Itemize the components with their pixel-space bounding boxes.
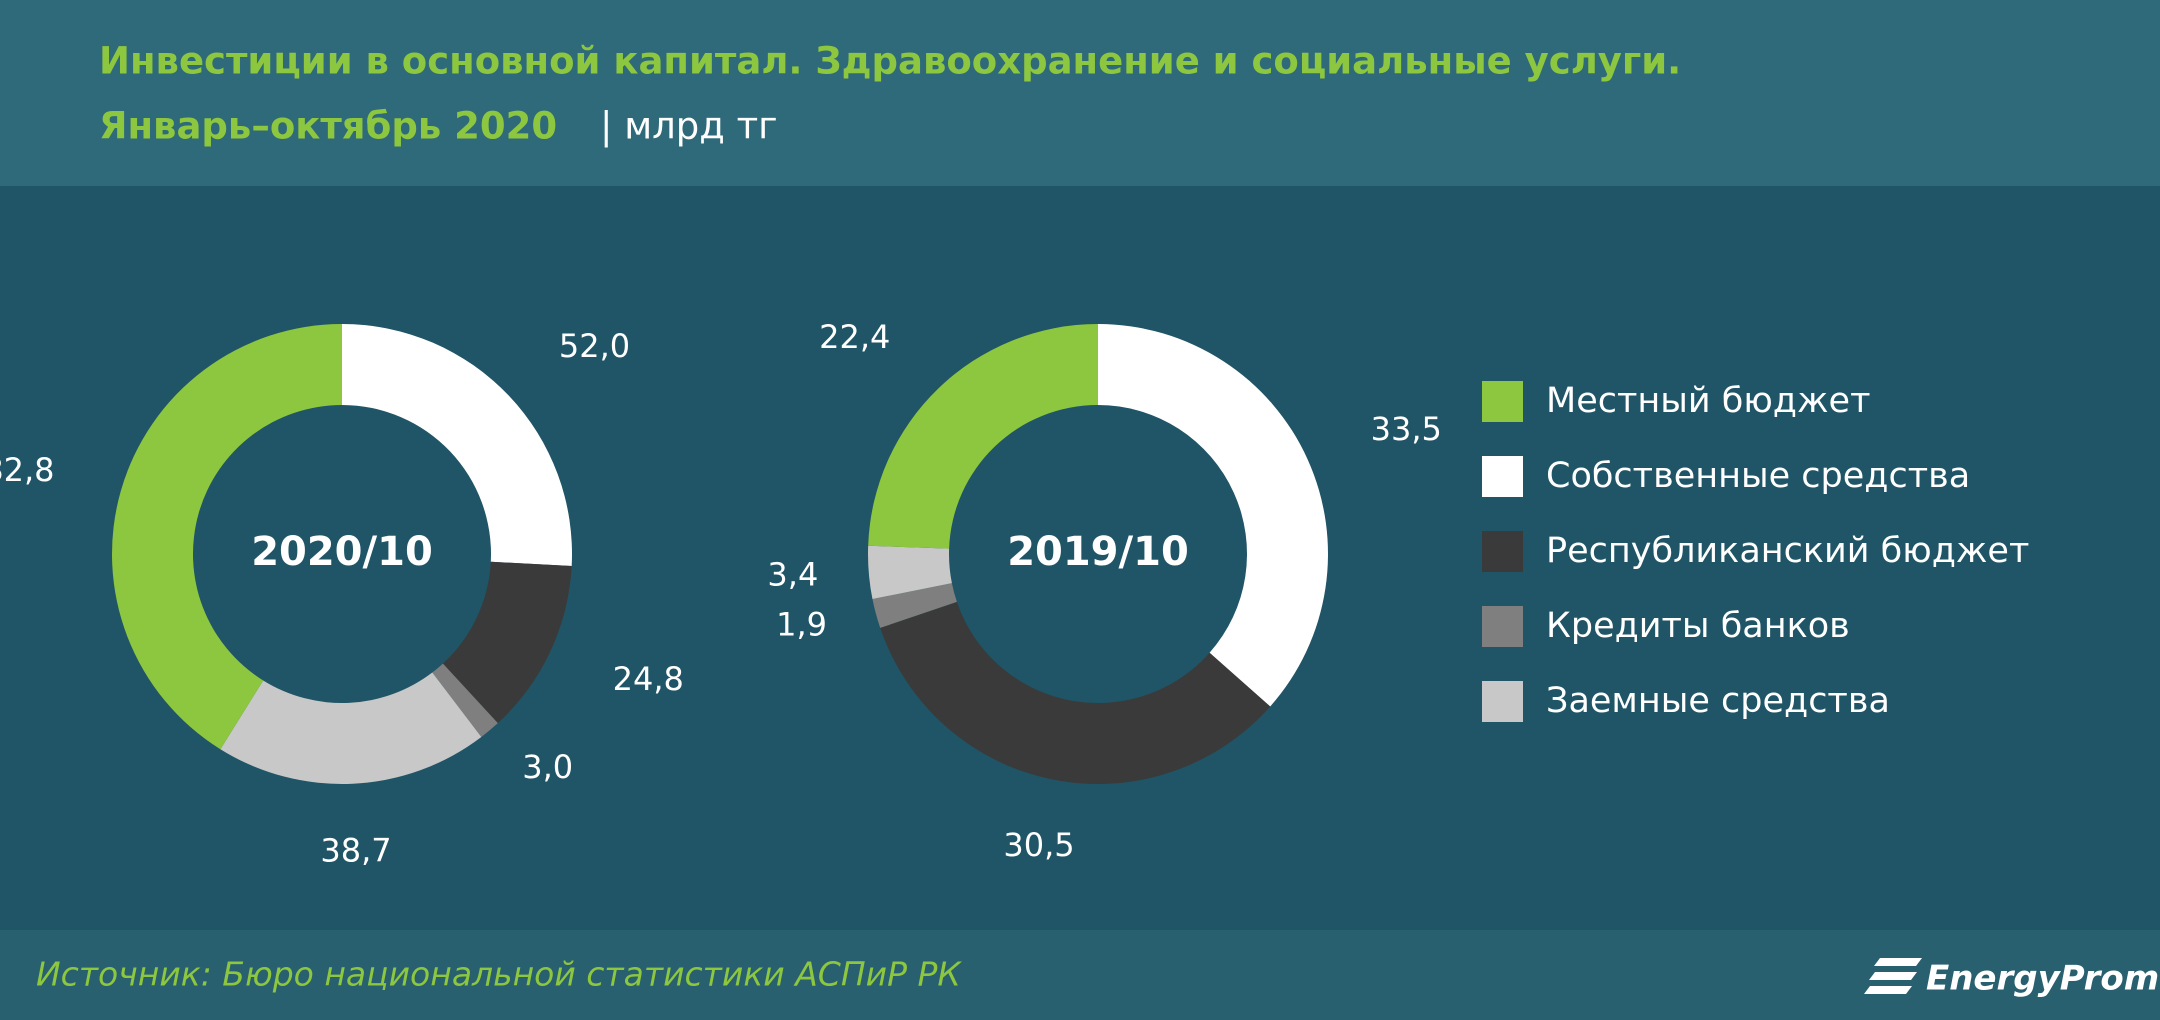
value-label: 38,7 (320, 832, 391, 870)
subtitle: Январь–октябрь 2020 (99, 105, 557, 148)
value-label: 30,5 (1003, 826, 1074, 864)
value-label: 1,9 (776, 606, 827, 644)
donut-segment (432, 663, 498, 737)
donut-segment (868, 324, 1098, 549)
logo: EnergyProm (1926, 959, 2159, 999)
center-label: 2019/10 (1007, 529, 1189, 575)
donut-segment (880, 601, 1271, 784)
legend-swatch (1482, 681, 1523, 722)
legend-swatch (1482, 531, 1523, 572)
value-label: 82,8 (0, 451, 55, 489)
value-label: 24,8 (613, 660, 684, 698)
unit: | млрд тг (600, 105, 778, 148)
donut-segment (1098, 324, 1328, 707)
value-label: 52,0 (559, 327, 630, 365)
title: Инвестиции в основной капитал. Здравоохр… (99, 40, 1681, 83)
donut-segment (872, 583, 957, 628)
donut-segment (220, 672, 482, 784)
legend-swatch (1482, 606, 1523, 647)
source: Источник: Бюро национальной статистики А… (36, 955, 962, 994)
value-label: 3,0 (522, 748, 573, 786)
header-band (0, 0, 2160, 186)
legend-swatch (1482, 456, 1523, 497)
legend-swatch (1482, 381, 1523, 422)
footer-band (0, 930, 2160, 1020)
center-label: 2020/10 (251, 529, 433, 575)
donut-segment (112, 324, 343, 750)
legend-label: Собственные средства (1546, 456, 1970, 496)
value-label: 33,5 (1371, 410, 1442, 448)
logo-icon (1864, 958, 1922, 994)
donut-segment (442, 561, 572, 724)
legend-label: Кредиты банков (1546, 606, 1850, 646)
donut-segment (342, 324, 572, 567)
donut-segment (868, 545, 952, 600)
legend-label: Заемные средства (1546, 681, 1890, 721)
value-label: 3,4 (767, 556, 818, 594)
legend-label: Республиканский бюджет (1546, 531, 2029, 571)
value-label: 22,4 (819, 318, 890, 356)
legend-label: Местный бюджет (1546, 381, 1870, 421)
